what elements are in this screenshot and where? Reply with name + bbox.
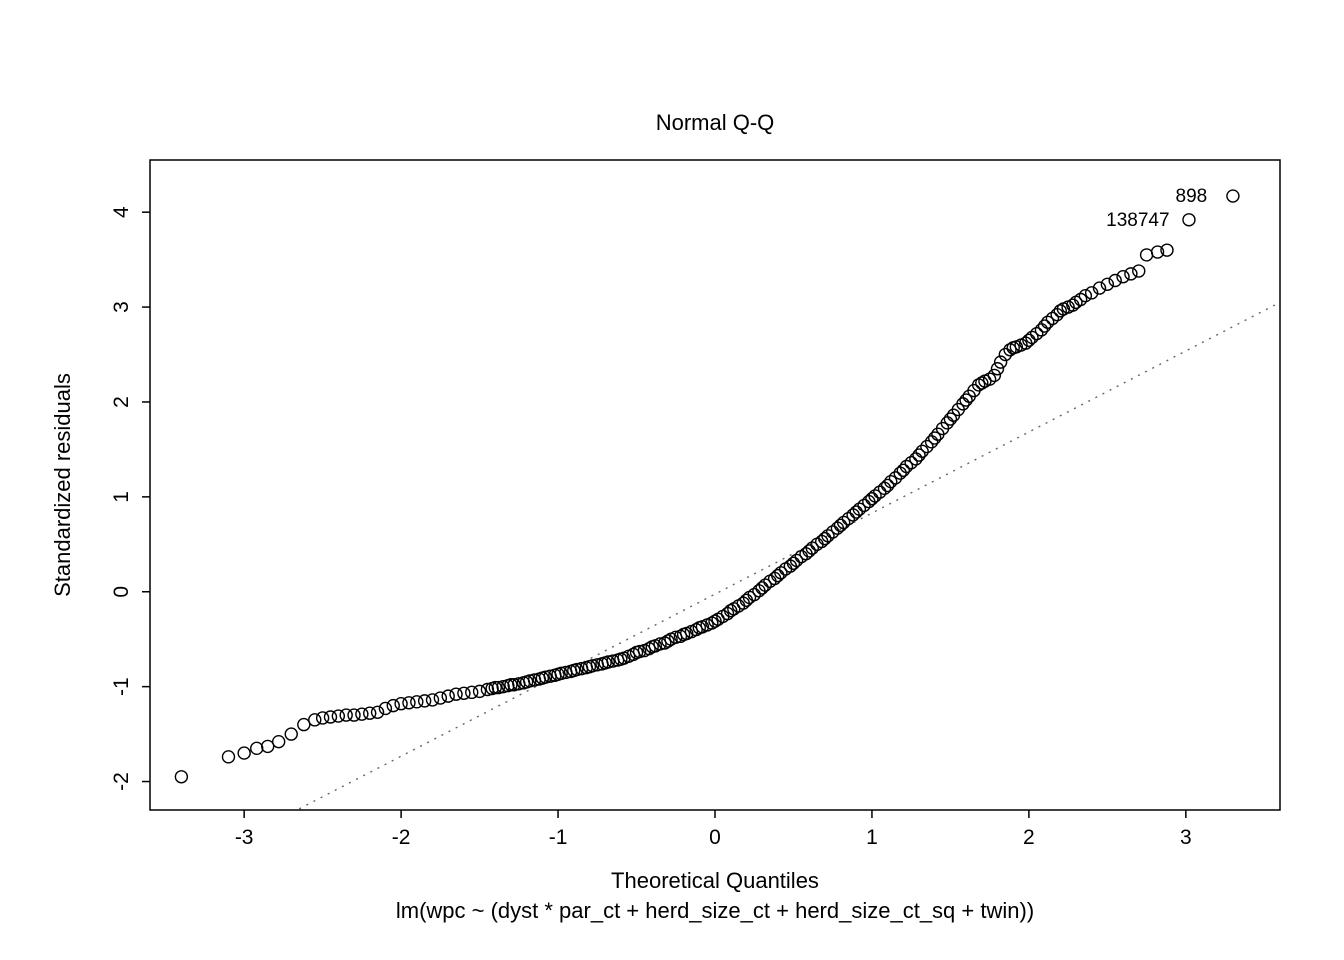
qq-plot-container: Normal Q-Q -3 -2 -1 0 1 2 3 -2 -1 0 1 2 3 4 Theoretical… (0, 0, 1344, 960)
y-tick-label: 2 (110, 396, 133, 408)
y-axis-label: Standardized residuals (50, 373, 75, 597)
x-tick-label: -1 (549, 826, 568, 849)
chart-title: Normal Q-Q (656, 110, 775, 135)
y-tick-label: 3 (110, 301, 133, 313)
x-tick-label: -3 (235, 826, 254, 849)
outlier-label: 138747 (1106, 210, 1169, 231)
x-tick-label: -2 (392, 826, 411, 849)
qq-plot-svg: Normal Q-Q -3 -2 -1 0 1 2 3 -2 -1 0 1 2 3 4 Theoretical… (0, 0, 1344, 960)
x-tick-label: 3 (1180, 826, 1192, 849)
y-tick-label: 4 (110, 206, 133, 218)
x-tick-label: 2 (1023, 826, 1035, 849)
y-tick-label: -1 (110, 677, 133, 696)
y-tick-label: -2 (110, 772, 133, 791)
y-tick-label: 1 (110, 491, 133, 503)
y-tick-label: 0 (110, 586, 133, 598)
x-tick-label: 0 (709, 826, 721, 849)
x-tick-label: 1 (866, 826, 878, 849)
plot-bg (0, 0, 1344, 960)
outlier-label: 898 (1176, 186, 1208, 207)
model-formula: lm(wpc ~ (dyst * par_ct + herd_size_ct +… (396, 898, 1034, 923)
x-axis-label: Theoretical Quantiles (611, 868, 819, 893)
